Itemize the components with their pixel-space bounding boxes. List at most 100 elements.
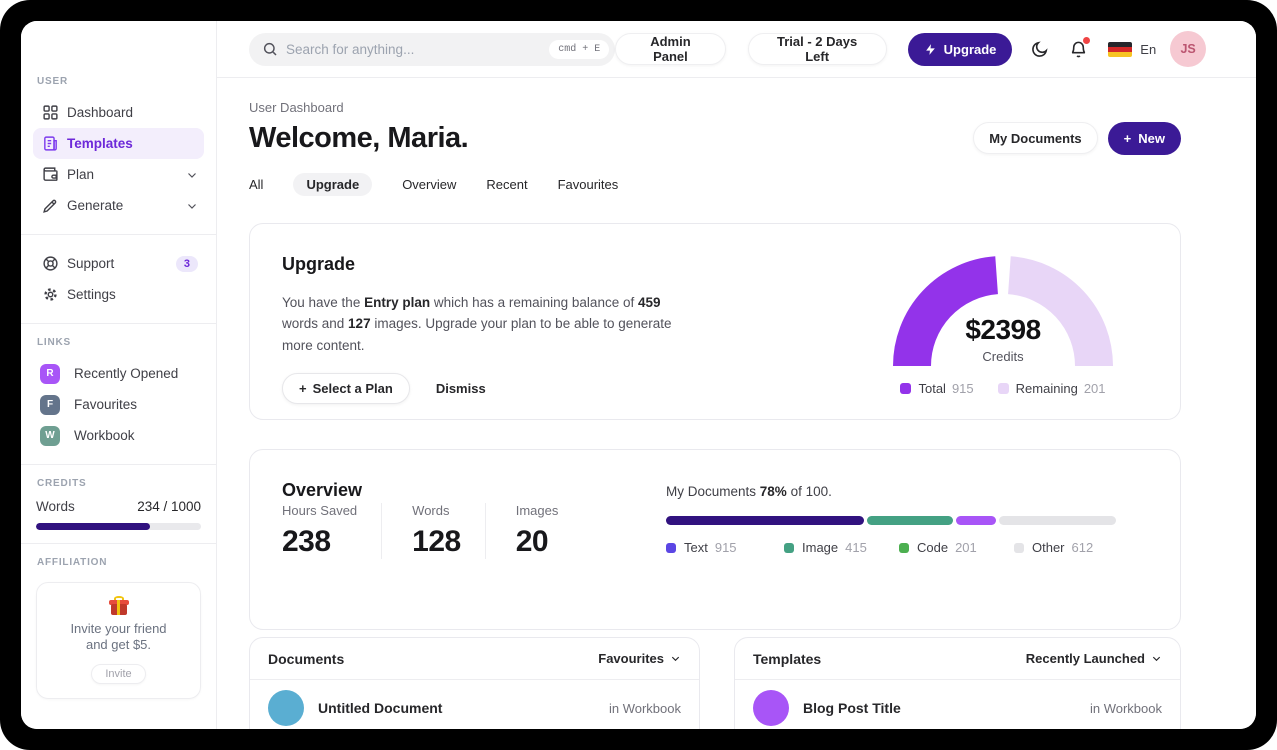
tab-all[interactable]: All	[249, 177, 264, 192]
select-plan-button[interactable]: + Select a Plan	[282, 372, 410, 404]
templates-document-icon	[37, 135, 63, 152]
stacked-bar-legend: Text 915 Image 415 Code 20	[666, 540, 1116, 556]
sidebar-item-plan[interactable]: Plan	[33, 159, 204, 190]
affiliation-text: Invite your friend and get $5.	[70, 621, 167, 653]
bell-icon	[1069, 40, 1088, 59]
legend-swatch	[899, 542, 909, 553]
sidebar-link-workbook[interactable]: W Workbook	[33, 420, 204, 451]
tab-bar: All Upgrade Overview Recent Favourites	[249, 173, 1181, 196]
stat-images: Images 20	[515, 503, 559, 558]
upgrade-button[interactable]: Upgrade	[907, 32, 1013, 66]
bar-segment-image	[867, 516, 953, 525]
search-input[interactable]: Search for anything... cmd + E	[249, 32, 616, 66]
document-avatar	[268, 690, 304, 726]
tab-recent[interactable]: Recent	[486, 177, 528, 192]
sidebar-item-label: Plan	[67, 167, 95, 182]
chevron-down-icon	[186, 169, 198, 181]
legend-item-other: Other 612	[1014, 540, 1093, 555]
bar-segment-text	[666, 516, 864, 525]
document-row[interactable]: Untitled Document in Workbook	[250, 680, 699, 729]
documents-stacked-bar	[666, 516, 1116, 525]
chevron-down-icon	[186, 200, 198, 212]
legend-swatch	[784, 542, 794, 553]
credits-progress-bar	[36, 523, 201, 530]
search-shortcut-badge: cmd + E	[549, 39, 610, 59]
credits-words-row: Words 234 / 1000	[33, 499, 204, 514]
wallet-icon	[37, 166, 63, 183]
template-title: Blog Post Title	[803, 700, 901, 716]
new-button[interactable]: + New	[1107, 122, 1181, 155]
templates-card-title: Templates	[753, 650, 822, 667]
search-icon	[262, 41, 278, 57]
sidebar-item-label: Support	[67, 256, 115, 271]
sidebar-item-generate[interactable]: Generate	[33, 190, 204, 221]
sidebar: USER Dashboard Templates Plan	[21, 21, 217, 729]
templates-filter-dropdown[interactable]: Recently Launched	[1026, 651, 1162, 666]
link-initial-badge: F	[40, 394, 60, 415]
legend-swatch	[900, 383, 912, 394]
tab-favourites[interactable]: Favourites	[557, 177, 619, 192]
upgrade-card: Upgrade You have the Entry plan which ha…	[249, 223, 1181, 420]
legend-item-remaining: Remaining 201	[997, 381, 1106, 396]
tab-overview[interactable]: Overview	[402, 177, 457, 192]
support-count-badge: 3	[175, 255, 198, 272]
notification-dot	[1083, 36, 1091, 44]
page-title: Welcome, Maria.	[249, 122, 469, 154]
app-window: USER Dashboard Templates Plan	[21, 21, 1256, 729]
lifebuoy-icon	[37, 255, 63, 272]
trial-button[interactable]: Trial - 2 Days Left	[747, 33, 887, 65]
sidebar-item-dashboard[interactable]: Dashboard	[33, 97, 204, 128]
sidebar-item-settings[interactable]: Settings	[33, 279, 204, 310]
sidebar-link-recently-opened[interactable]: R Recently Opened	[33, 358, 204, 389]
legend-swatch	[1014, 542, 1024, 553]
documents-card-title: Documents	[268, 650, 345, 667]
sidebar-section-credits-label: CREDITS	[37, 478, 87, 489]
stat-words: Words 128	[412, 503, 486, 559]
template-avatar	[753, 690, 789, 726]
plus-icon: +	[299, 380, 307, 396]
invite-button[interactable]: Invite	[91, 663, 146, 684]
legend-item-text: Text 915	[666, 540, 737, 555]
credits-progress-fill	[36, 523, 150, 530]
moon-icon	[1030, 40, 1049, 59]
legend-item-code: Code 201	[899, 540, 977, 555]
upgrade-card-title: Upgrade	[282, 254, 356, 274]
bar-segment-other	[999, 516, 1116, 525]
breadcrumb: User Dashboard	[249, 100, 344, 115]
overview-card: Overview Hours Saved 238 Words 128 Image…	[249, 449, 1181, 630]
sidebar-section-user-label: USER	[37, 76, 68, 87]
dashboard-grid-icon	[37, 104, 63, 121]
sidebar-link-favourites[interactable]: F Favourites	[33, 389, 204, 420]
legend-swatch	[997, 383, 1009, 394]
gauge-label: Credits	[982, 349, 1024, 364]
documents-filter-dropdown[interactable]: Favourites	[598, 651, 681, 666]
document-title: Untitled Document	[318, 700, 443, 716]
documents-card: Documents Favourites Untitled Document	[249, 637, 700, 729]
upgrade-card-body: You have the Entry plan which has a rema…	[282, 295, 672, 353]
tab-upgrade[interactable]: Upgrade	[293, 173, 373, 196]
sidebar-item-support[interactable]: Support 3	[33, 248, 204, 279]
gauge-value: $2398	[965, 314, 1041, 345]
sidebar-item-templates[interactable]: Templates	[33, 128, 204, 159]
user-avatar[interactable]: JS	[1170, 31, 1206, 67]
lightning-bolt-icon	[924, 43, 937, 56]
notifications-button[interactable]	[1069, 36, 1091, 59]
dismiss-button[interactable]: Dismiss	[435, 380, 486, 396]
search-placeholder: Search for anything...	[286, 41, 415, 57]
sidebar-section-links-label: LINKS	[37, 337, 71, 348]
sidebar-item-label: Settings	[67, 287, 116, 302]
template-location: in Workbook	[1089, 700, 1162, 716]
template-row[interactable]: Blog Post Title in Workbook	[735, 680, 1180, 729]
sidebar-item-label: Favourites	[74, 397, 138, 412]
admin-panel-button[interactable]: Admin Panel	[615, 33, 726, 65]
german-flag-icon[interactable]	[1108, 41, 1133, 57]
language-label[interactable]: En	[1140, 41, 1157, 57]
documents-progress-block: My Documents 78% of 100. Text 915	[666, 484, 1116, 556]
sidebar-item-label: Workbook	[74, 428, 135, 443]
templates-card: Templates Recently Launched Blog Post Ti…	[734, 637, 1181, 729]
dark-mode-toggle[interactable]	[1030, 40, 1049, 59]
sidebar-item-label: Generate	[67, 198, 124, 213]
my-documents-button[interactable]: My Documents	[973, 122, 1098, 154]
sidebar-item-label: Dashboard	[67, 105, 134, 120]
